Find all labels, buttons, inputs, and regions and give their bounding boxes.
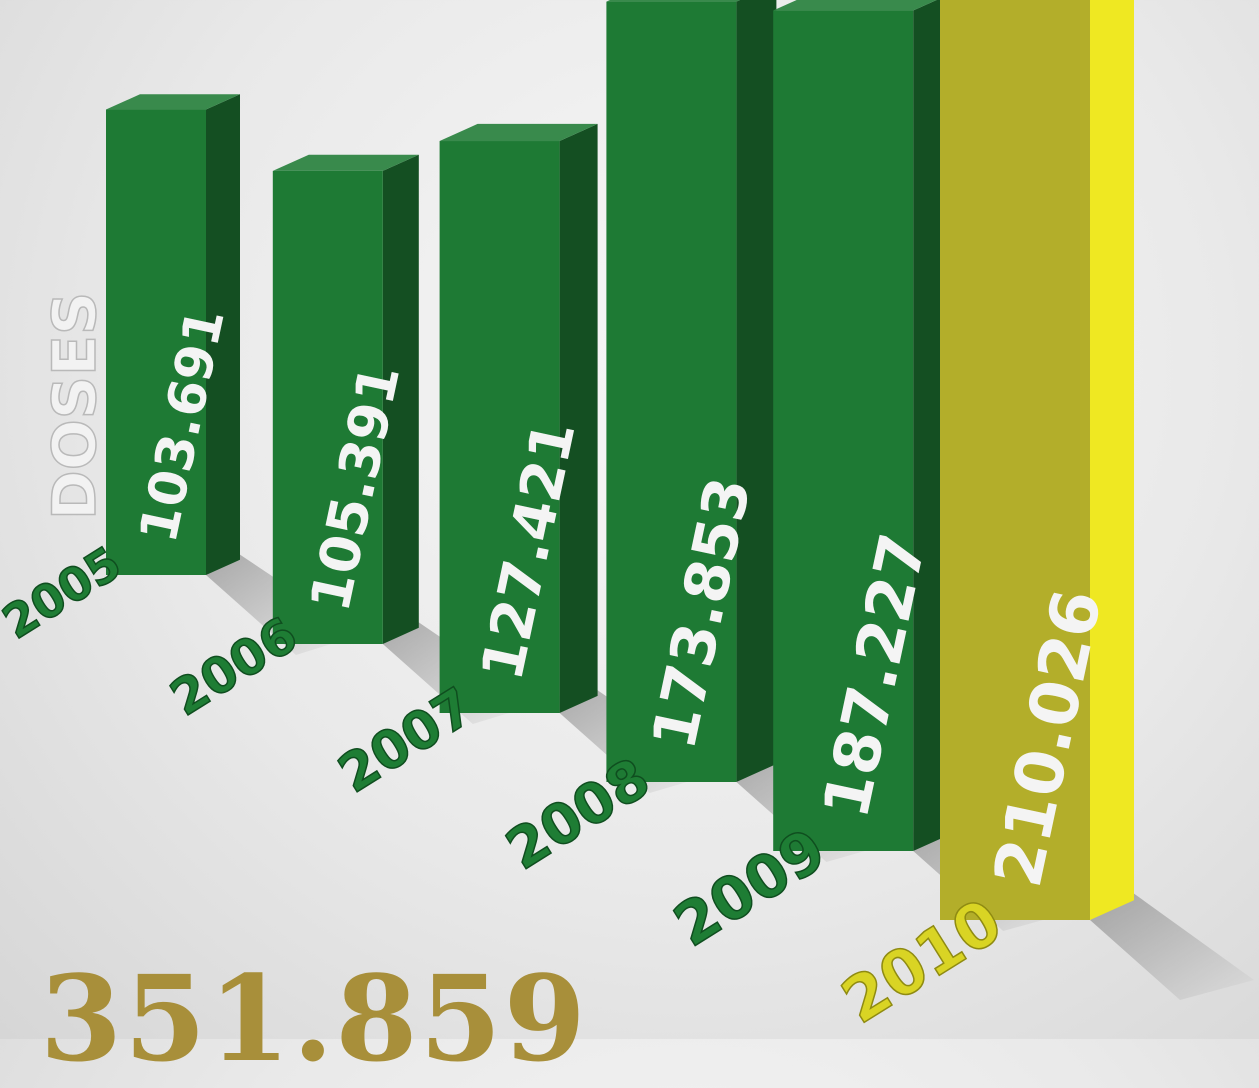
- bar-front-face: [773, 10, 914, 852]
- total-doses: 351.859: [40, 949, 588, 1088]
- bar-side-face: [206, 94, 240, 576]
- y-axis-label: DOSES: [40, 292, 110, 520]
- year-label: 2007: [328, 676, 484, 805]
- bar-top-face: [606, 0, 740, 2]
- year-label: 2006: [160, 605, 307, 727]
- bar-side-face: [559, 123, 598, 714]
- bar-front-face: [106, 109, 206, 575]
- year-label: 2009: [662, 815, 837, 960]
- bar-front-face: [606, 1, 737, 782]
- bar-top-face: [773, 0, 937, 11]
- year-label: 2005: [0, 536, 130, 650]
- bar-top-face: [106, 94, 240, 110]
- bar-front-face: [940, 0, 1090, 921]
- bar-front-face: [439, 141, 560, 713]
- bar-shadow: [1090, 893, 1254, 1000]
- year-label: 2010: [829, 884, 1014, 1037]
- bar-top-face: [439, 123, 598, 142]
- bar-side-face: [382, 154, 419, 644]
- bar-top-face: [272, 154, 419, 171]
- year-label: 2008: [495, 746, 661, 883]
- bar-side-face: [1090, 0, 1134, 920]
- bar-front-face: [272, 170, 383, 645]
- bar-side-face: [736, 0, 777, 782]
